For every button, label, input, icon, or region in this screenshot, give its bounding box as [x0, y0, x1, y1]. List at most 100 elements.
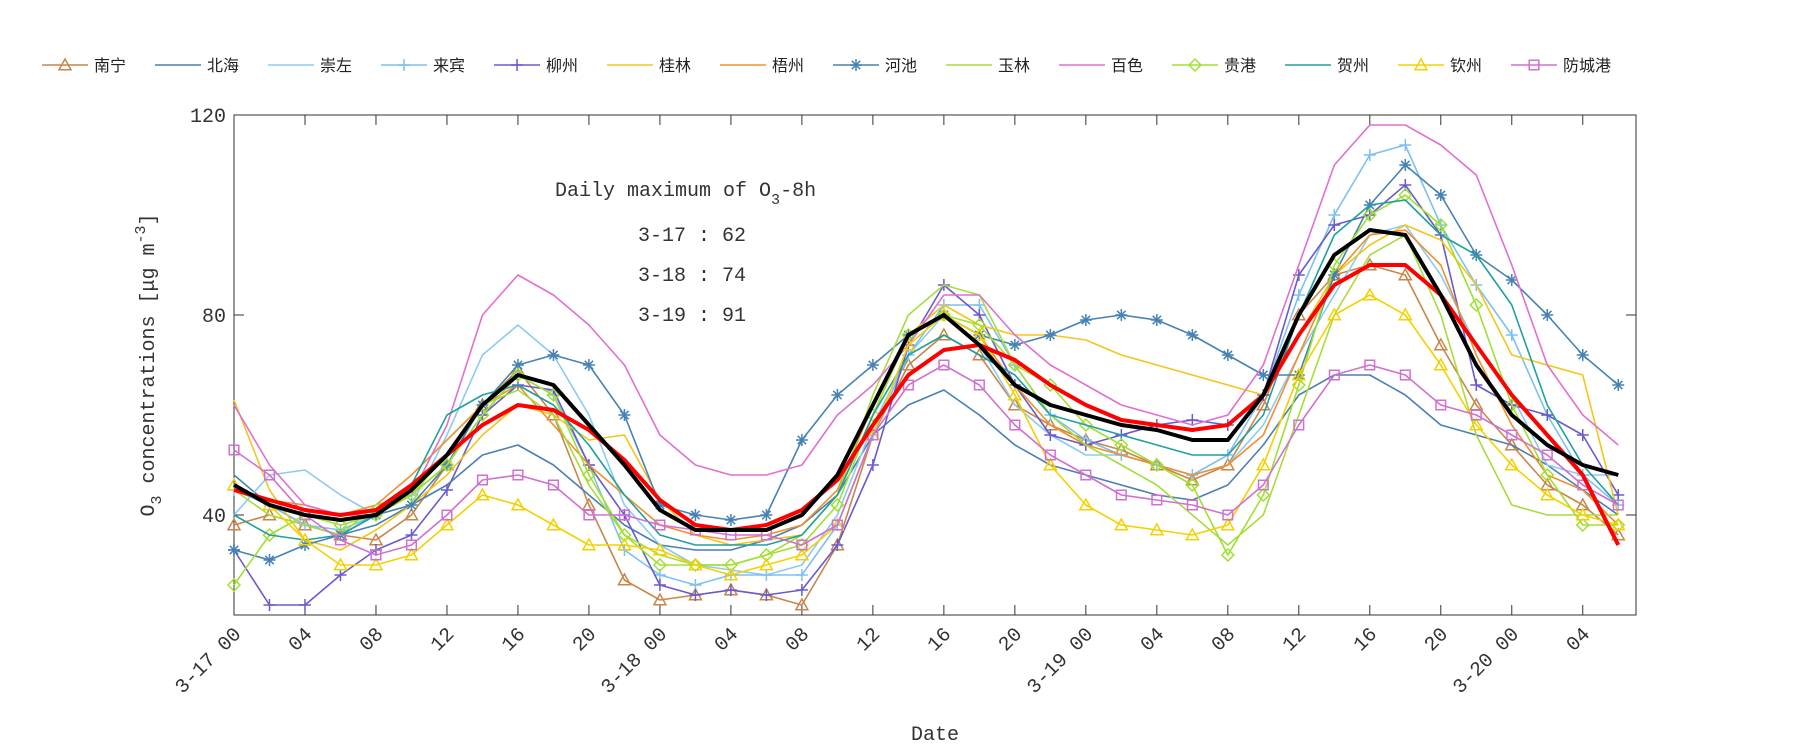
series-line: [233, 294, 1619, 576]
marker: [652, 557, 667, 573]
marker: [1433, 337, 1449, 351]
legend-label: 柳州: [546, 56, 578, 75]
marker: [1114, 437, 1129, 453]
marker: [1612, 489, 1625, 501]
marker: [1256, 487, 1271, 503]
marker: [1256, 457, 1271, 471]
marker: [581, 537, 597, 551]
marker: [936, 307, 951, 323]
x-tick-label: 16: [498, 624, 531, 657]
marker: [368, 557, 384, 571]
marker: [476, 474, 489, 486]
marker: [796, 539, 808, 551]
legend-marker: [1528, 59, 1540, 71]
marker: [1470, 409, 1482, 421]
marker: [228, 544, 240, 556]
marker: [405, 539, 418, 551]
marker: [1328, 219, 1341, 231]
marker: [1186, 414, 1199, 426]
marker: [652, 592, 668, 606]
marker: [1078, 417, 1093, 433]
marker: [440, 484, 453, 496]
marker: [760, 509, 773, 521]
marker: [263, 599, 276, 611]
legend-marker: [398, 59, 410, 71]
annotation-line: 3-17 : 62: [638, 225, 746, 248]
y-label-part: ]: [138, 213, 161, 225]
marker: [724, 584, 737, 596]
marker: [546, 517, 561, 531]
marker: [794, 597, 810, 611]
series-line: [233, 199, 1619, 546]
marker: [1328, 269, 1341, 281]
marker: [1221, 349, 1234, 361]
annotation-title: Daily maximum of O3-8h: [555, 180, 816, 209]
legend-label: 河池: [885, 56, 917, 75]
y-label-sub: 3: [149, 496, 166, 505]
marker: [688, 557, 703, 571]
marker: [1469, 297, 1484, 313]
annotation-part: Daily maximum of O: [555, 180, 771, 203]
marker: [582, 359, 595, 371]
marker: [512, 469, 524, 481]
x-tick-label: 08: [782, 624, 815, 657]
marker: [1541, 409, 1554, 421]
series-line: [233, 229, 1619, 541]
marker: [760, 569, 773, 581]
x-tick-label: 3-20 00: [1449, 624, 1525, 700]
marker: [794, 547, 810, 561]
marker: [1007, 387, 1023, 401]
y-label-part: O: [138, 505, 161, 517]
legend-label: 南宁: [94, 56, 126, 75]
marker: [1222, 509, 1234, 521]
plot-frame: [233, 114, 1637, 616]
marker: [1435, 399, 1447, 411]
marker: [831, 519, 843, 531]
legend-label: 贵港: [1224, 56, 1256, 75]
x-tick-label: 16: [924, 624, 957, 657]
marker: [724, 514, 737, 526]
marker: [1541, 449, 1553, 461]
marker: [1008, 339, 1021, 351]
annotation-line: 3-19 : 91: [638, 305, 746, 328]
series-line: [233, 194, 1619, 586]
marker: [1504, 457, 1520, 471]
marker: [1151, 494, 1163, 506]
marker: [1398, 307, 1413, 321]
marker: [1150, 314, 1163, 326]
marker: [1506, 429, 1518, 441]
marker: [334, 569, 347, 581]
y-tick-label: 80: [202, 306, 226, 329]
x-tick-label: 3-19 00: [1023, 624, 1099, 700]
marker: [1469, 417, 1484, 431]
marker: [1186, 499, 1198, 511]
annotation-part: -8h: [780, 180, 816, 203]
marker: [1149, 522, 1165, 536]
y-tick-label: 120: [190, 106, 226, 129]
marker: [1399, 369, 1411, 381]
marker: [972, 347, 987, 361]
marker: [405, 499, 418, 511]
marker: [1434, 189, 1447, 201]
marker: [1612, 379, 1625, 391]
marker: [1291, 367, 1307, 381]
marker: [1610, 517, 1626, 531]
marker: [1080, 469, 1092, 481]
marker: [618, 409, 631, 421]
marker: [1185, 527, 1200, 541]
marker: [1044, 449, 1056, 461]
marker: [546, 387, 561, 403]
marker: [1505, 274, 1518, 286]
legend-label: 来宾: [433, 56, 465, 75]
marker: [1576, 349, 1589, 361]
marker: [263, 469, 276, 481]
marker: [262, 507, 277, 521]
marker: [1576, 429, 1589, 441]
marker: [617, 572, 632, 586]
marker: [617, 537, 632, 551]
legend-marker: [850, 59, 862, 71]
marker: [1257, 479, 1269, 491]
marker: [830, 497, 845, 513]
legend-marker: [511, 59, 523, 71]
